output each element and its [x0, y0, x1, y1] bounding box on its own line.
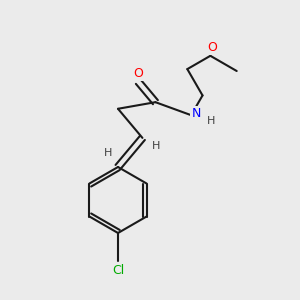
Text: N: N [191, 107, 201, 120]
Text: H: H [104, 148, 112, 158]
Text: O: O [134, 67, 143, 80]
Text: Cl: Cl [112, 263, 124, 277]
Text: H: H [152, 141, 160, 151]
Text: O: O [207, 41, 217, 54]
Text: H: H [207, 116, 215, 126]
